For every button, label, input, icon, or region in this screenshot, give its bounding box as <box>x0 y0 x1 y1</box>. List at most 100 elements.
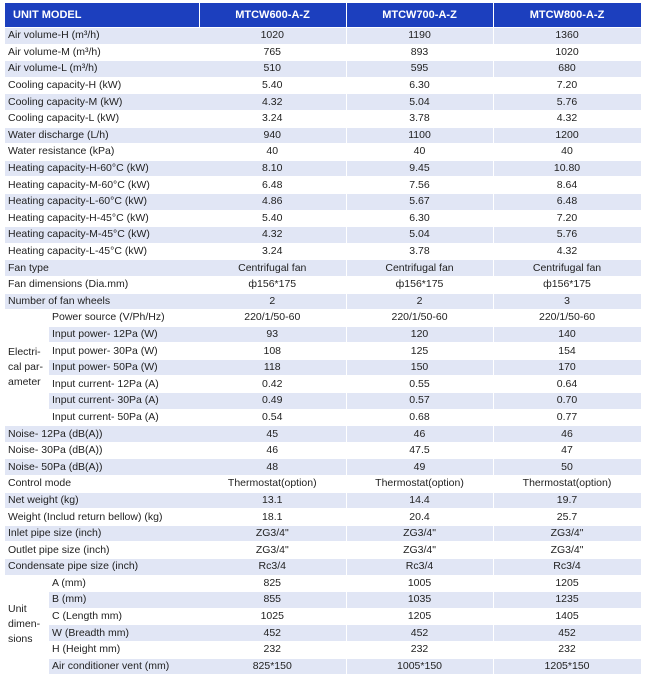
spec-label: W (Breadth mm) <box>49 624 200 642</box>
spec-row: Heating capacity-L-45°C (kW) 3.24 3.78 4.32 <box>5 243 642 261</box>
spec-row: Electri-cal par-ameter Power source (V/Ph… <box>5 309 642 427</box>
electrical-group-label: Electri-cal par-ameter <box>5 309 49 427</box>
spec-value: 2 <box>199 293 347 311</box>
spec-label: Heating capacity-H-60°C (kW) <box>5 160 200 178</box>
spec-label: Condensate pipe size (inch) <box>5 558 200 576</box>
spec-value: 4.32 <box>493 243 642 261</box>
spec-value: 48 <box>199 458 347 477</box>
spec-row: Condensate pipe size (inch) Rc3/4 Rc3/4 Rc3… <box>5 558 642 576</box>
spec-row: Heating capacity-M-45°C (kW) 4.32 5.04 5.76 <box>5 226 642 244</box>
spec-label: B (mm) <box>49 591 200 609</box>
spec-label: Heating capacity-M-60°C (kW) <box>5 176 200 194</box>
spec-row: Heating capacity-H-60°C (kW) 8.10 9.45 10.8… <box>5 160 642 178</box>
spec-value: ZG3/4" <box>199 541 347 559</box>
spec-value: 14.4 <box>346 492 494 510</box>
spec-row: Net weight (kg) 13.1 14.4 19.7 <box>5 492 642 510</box>
spec-value: 825*150 <box>199 658 347 676</box>
spec-label: Air volume-M (m³/h) <box>5 44 200 62</box>
spec-label: Noise- 12Pa (dB(A)) <box>5 425 200 443</box>
spec-value: Thermostat(option) <box>199 475 347 493</box>
spec-label: Air conditioner vent (mm) <box>49 658 200 676</box>
dimensions-group-label: Unit dimen-sions <box>5 575 49 676</box>
spec-label: C (Length mm) <box>49 608 200 626</box>
spec-row: Water resistance (kPa) 40 40 40 <box>5 143 642 161</box>
spec-value: 93 <box>199 326 347 344</box>
spec-value: ф156*175 <box>346 276 494 294</box>
spec-value: 4.86 <box>199 193 347 211</box>
spec-table-body: Air volume-H (m³/h) 1020 1190 1360 Air volum… <box>5 27 642 676</box>
spec-label: Air volume-L (m³/h) <box>5 60 200 78</box>
model-header: MTCW800-A-Z <box>493 3 642 28</box>
spec-label: Input power- 30Pa (W) <box>49 342 200 360</box>
spec-label: Noise- 50Pa (dB(A)) <box>5 458 200 477</box>
spec-row: Inlet pipe size (inch) ZG3/4" ZG3/4" ZG3/4" <box>5 525 642 543</box>
spec-label: Air volume-H (m³/h) <box>5 27 200 45</box>
spec-row: Heating capacity-H-45°C (kW) 5.40 6.30 7.20 <box>5 210 642 228</box>
spec-row: Air conditioner vent (mm) 825*150 1005*150… <box>5 658 642 676</box>
dimensions-group-label-line: dimen- <box>8 618 41 631</box>
spec-label: Cooling capacity-M (kW) <box>5 93 200 111</box>
spec-value: 47 <box>493 442 642 460</box>
spec-label: Heating capacity-M-45°C (kW) <box>5 226 200 244</box>
spec-value: 1205 <box>493 575 642 593</box>
spec-label: H (Height mm) <box>49 641 200 659</box>
spec-value: 6.48 <box>199 176 347 194</box>
spec-row: Input current- 30Pa (A) 0.49 0.57 0.70 <box>5 392 642 410</box>
spec-value: 0.68 <box>346 409 494 427</box>
spec-value: 0.64 <box>493 375 642 394</box>
spec-table: UNIT MODEL MTCW600-A-Z MTCW700-A-Z MTCW8… <box>5 3 642 676</box>
spec-value: Rc3/4 <box>346 558 494 576</box>
spec-value: 1100 <box>346 127 494 145</box>
spec-row: Air volume-L (m³/h) 510 595 680 <box>5 60 642 78</box>
spec-row: Control mode Thermostat(option) Thermostat… <box>5 475 642 493</box>
spec-label: Control mode <box>5 475 200 493</box>
spec-label: Weight (Includ return bellow) (kg) <box>5 508 200 526</box>
spec-row: W (Breadth mm) 452 452 452 <box>5 624 642 642</box>
spec-value: 0.57 <box>346 392 494 410</box>
spec-value: 595 <box>346 60 494 78</box>
spec-value: 1360 <box>493 27 642 45</box>
spec-value: 45 <box>199 425 347 443</box>
spec-label: Cooling capacity-H (kW) <box>5 77 200 95</box>
spec-value: ZG3/4" <box>493 525 642 543</box>
header-row: UNIT MODEL MTCW600-A-Z MTCW700-A-Z MTCW8… <box>5 3 642 28</box>
spec-value: 680 <box>493 60 642 78</box>
spec-value: ф156*175 <box>493 276 642 294</box>
spec-value: 1020 <box>199 27 347 45</box>
spec-row: Heating capacity-L-60°C (kW) 4.86 5.67 6.48 <box>5 193 642 211</box>
model-header: MTCW700-A-Z <box>346 3 494 28</box>
spec-value: 150 <box>346 359 494 377</box>
spec-value: 0.49 <box>199 392 347 410</box>
spec-row: Fan dimensions (Dia.mm) ф156*175 ф156*175 ф… <box>5 276 642 294</box>
spec-value: 8.10 <box>199 160 347 178</box>
spec-value: 765 <box>199 44 347 62</box>
spec-label: Heating capacity-L-60°C (kW) <box>5 193 200 211</box>
spec-value: 825 <box>199 575 347 593</box>
spec-value: 4.32 <box>493 110 642 128</box>
spec-value: 893 <box>346 44 494 62</box>
spec-value: 1005 <box>346 575 494 593</box>
spec-value: 855 <box>199 591 347 609</box>
spec-value: 49 <box>346 458 494 477</box>
spec-value: Centrifugal fan <box>199 259 347 277</box>
spec-row: Input power- 30Pa (W) 108 125 154 <box>5 342 642 360</box>
spec-value: ZG3/4" <box>346 541 494 559</box>
spec-value: 46 <box>493 425 642 443</box>
spec-row: Water discharge (L/h) 940 1100 1200 <box>5 127 642 145</box>
spec-row: Input current- 50Pa (A) 0.54 0.68 0.77 <box>5 409 642 427</box>
spec-row: C (Length mm) 1025 1205 1405 <box>5 608 642 626</box>
spec-value: 1190 <box>346 27 494 45</box>
spec-value: 6.30 <box>346 210 494 228</box>
spec-value: 4.32 <box>199 226 347 244</box>
spec-value: 1205 <box>346 608 494 626</box>
spec-value: 6.48 <box>493 193 642 211</box>
spec-label: A (mm) <box>49 575 200 593</box>
spec-value: ZG3/4" <box>199 525 347 543</box>
spec-row: Fan type Centrifugal fan Centrifugal fan Ce… <box>5 259 642 277</box>
spec-value: 5.04 <box>346 93 494 111</box>
spec-value: 0.77 <box>493 409 642 427</box>
spec-row: H (Height mm) 232 232 232 <box>5 641 642 659</box>
spec-value: 5.04 <box>346 226 494 244</box>
spec-row: Cooling capacity-M (kW) 4.32 5.04 5.76 <box>5 93 642 111</box>
spec-value: 220/1/50-60 <box>493 309 642 327</box>
